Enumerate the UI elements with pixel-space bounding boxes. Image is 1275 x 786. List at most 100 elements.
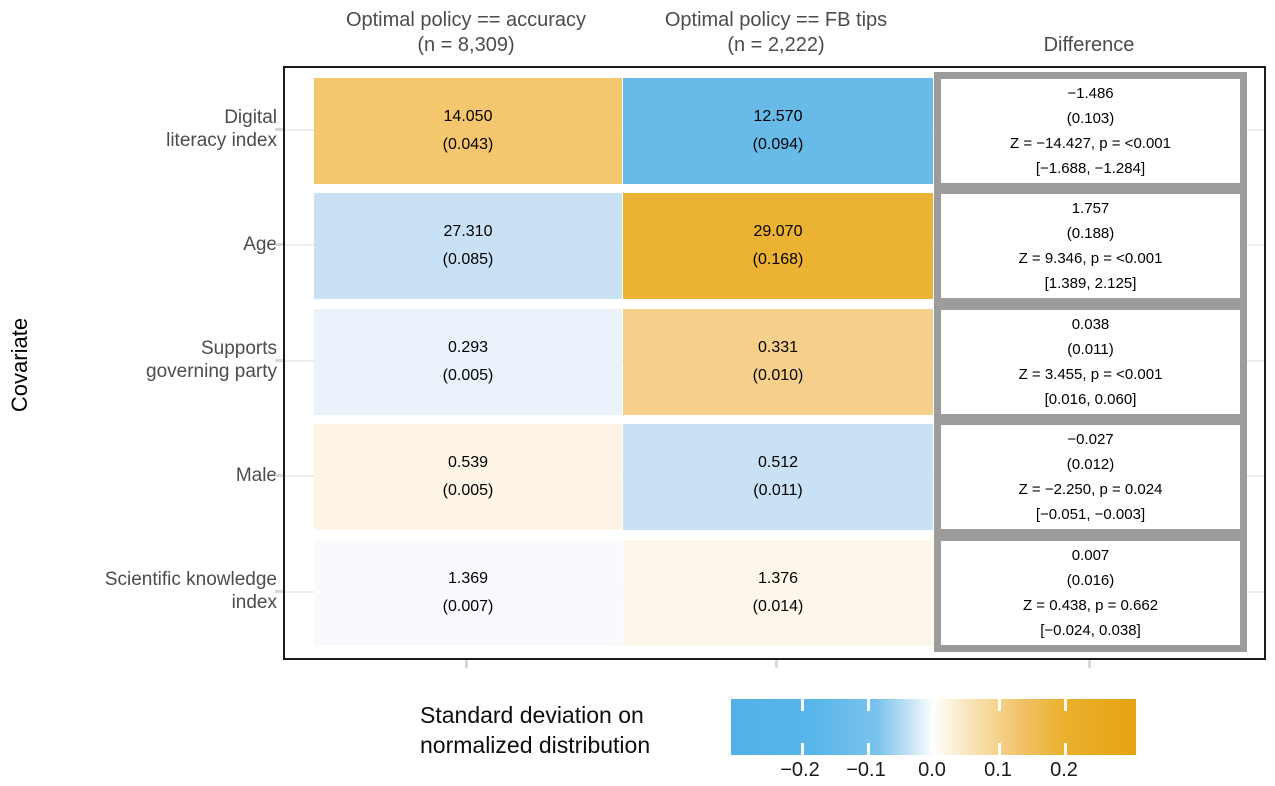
column-header-accuracy-title: Optimal policy == accuracy [345,9,587,31]
row-label-line: Digital [224,107,277,128]
column-header-accuracy: Optimal policy == accuracy (n = 8,309) [286,8,646,58]
column-header-difference-title: Difference [1043,34,1135,56]
legend-title-line: normalized distribution [420,732,651,758]
legend-tick-mark [931,743,935,755]
legend-gradient-bar [731,699,1136,755]
legend-tick-mark [867,699,871,711]
cell-accuracy: 14.050 (0.043) [314,78,622,184]
row-label-supports-governing-party: Supports governing party [7,337,277,383]
column-header-difference: Difference [909,33,1269,58]
difference-stat: Z = 9.346, p = <0.001 [1018,250,1163,267]
cell-fb-tips: 12.570 (0.094) [623,78,933,184]
cell-value: 0.512 [757,454,799,471]
cell-fb-tips: 29.070 (0.168) [623,193,933,299]
cell-value: 27.310 [443,223,493,240]
cell-value: 1.376 [757,570,799,587]
cell-value: 0.539 [447,454,489,471]
cell-se: (0.014) [752,598,804,615]
cell-fb-tips: 1.376 (0.014) [623,540,933,646]
cell-value: 12.570 [753,108,803,125]
cell-value: 29.070 [753,223,803,240]
legend-title: Standard deviation on normalized distrib… [420,700,740,760]
column-header-accuracy-n: (n = 8,309) [417,34,515,56]
legend-tick-label: 0.1 [984,759,1012,781]
difference-box: 0.007 (0.016) Z = 0.438, p = 0.662 [−0.0… [934,534,1247,652]
y-axis-tick [275,474,283,477]
cell-se: (0.043) [442,136,494,153]
difference-stat: Z = 0.438, p = 0.662 [1022,597,1159,614]
y-axis-tick [275,590,283,593]
cell-accuracy: 0.539 (0.005) [314,424,622,530]
cell-se: (0.011) [753,482,803,499]
heatmap-row-scientific-knowledge: 1.369 (0.007) 1.376 (0.014) 0.007 (0.016… [285,534,1264,652]
y-axis-tick [275,243,283,246]
difference-se: (0.011) [1067,341,1114,358]
heatmap-row-supports-governing-party: 0.293 (0.005) 0.331 (0.010) 0.038 (0.011… [285,303,1264,421]
column-header-fb-tips-n: (n = 2,222) [727,34,825,56]
y-axis-tick [275,128,283,131]
legend-tick-mark [1063,743,1067,755]
difference-se: (0.016) [1066,572,1115,589]
cell-se: (0.094) [752,136,804,153]
cell-accuracy: 1.369 (0.007) [314,540,622,646]
legend-tick-mark [867,743,871,755]
cell-se: (0.005) [442,482,494,499]
column-header-fb-tips: Optimal policy == FB tips (n = 2,222) [596,8,956,58]
difference-ci: [−0.051, −0.003] [1035,506,1146,523]
difference-ci: [−1.688, −1.284] [1035,160,1146,177]
legend-tick-label: 0.0 [918,759,946,781]
cell-fb-tips: 0.331 (0.010) [623,309,933,415]
legend-tick-mark [931,699,935,711]
row-label-male: Male [7,452,277,498]
difference-se: (0.103) [1066,110,1115,127]
cell-value: 0.293 [447,339,489,356]
row-label-digital-literacy: Digital literacy index [7,106,277,152]
legend-tick-mark [801,699,805,711]
difference-se: (0.188) [1066,225,1115,242]
cell-value: 0.331 [757,339,799,356]
difference-value: −1.486 [1067,85,1114,102]
legend-tick-label: −0.1 [846,759,886,781]
difference-box: 0.038 (0.011) Z = 3.455, p = <0.001 [0.0… [934,303,1247,421]
difference-box: −0.027 (0.012) Z = −2.250, p = 0.024 [−0… [934,418,1247,536]
row-label-line: literacy index [166,130,277,151]
difference-stat: Z = −2.250, p = 0.024 [1018,481,1163,498]
legend-title-line: Standard deviation on [420,702,644,728]
heatmap-row-digital-literacy: 14.050 (0.043) 12.570 (0.094) −1.486 (0.… [285,72,1264,190]
difference-stat: Z = 3.455, p = <0.001 [1018,366,1163,383]
difference-value: 0.038 [1071,316,1110,333]
legend-tick-label: −0.2 [780,759,820,781]
legend-tick-label: 0.2 [1050,759,1078,781]
difference-box: 1.757 (0.188) Z = 9.346, p = <0.001 [1.3… [934,187,1247,305]
row-label-line: index [231,592,277,613]
cell-se: (0.007) [442,598,494,615]
heatmap-row-male: 0.539 (0.005) 0.512 (0.011) −0.027 (0.01… [285,418,1264,536]
row-label-line: Scientific knowledge [104,569,277,590]
difference-stat: Z = −14.427, p = <0.001 [1010,135,1171,152]
legend-tick-mark [997,743,1001,755]
heatmap-row-age: 27.310 (0.085) 29.070 (0.168) 1.757 (0.1… [285,187,1264,305]
y-axis-tick [275,359,283,362]
x-axis-tick [1088,660,1091,668]
x-axis-tick [775,660,778,668]
difference-se: (0.012) [1066,456,1115,473]
row-label-line: Male [235,464,277,486]
cell-se: (0.085) [442,251,494,268]
difference-value: 0.007 [1071,547,1110,564]
row-label-line: Supports [200,338,277,359]
heatmap-panel: 14.050 (0.043) 12.570 (0.094) −1.486 (0.… [283,66,1266,660]
cell-se: (0.010) [752,367,804,384]
cell-se: (0.168) [752,251,804,268]
row-label-line: governing party [146,361,277,382]
difference-ci: [0.016, 0.060] [1044,391,1137,408]
legend-tick-mark [801,743,805,755]
row-label-scientific-knowledge: Scientific knowledge index [7,568,277,614]
cell-value: 14.050 [443,108,493,125]
cell-value: 1.369 [447,570,489,587]
legend-tick-mark [1063,699,1067,711]
difference-value: −0.027 [1067,431,1114,448]
difference-ci: [−0.024, 0.038] [1040,622,1141,639]
column-header-fb-tips-title: Optimal policy == FB tips [664,9,888,31]
cell-se: (0.005) [442,367,494,384]
difference-ci: [1.389, 2.125] [1044,275,1137,292]
